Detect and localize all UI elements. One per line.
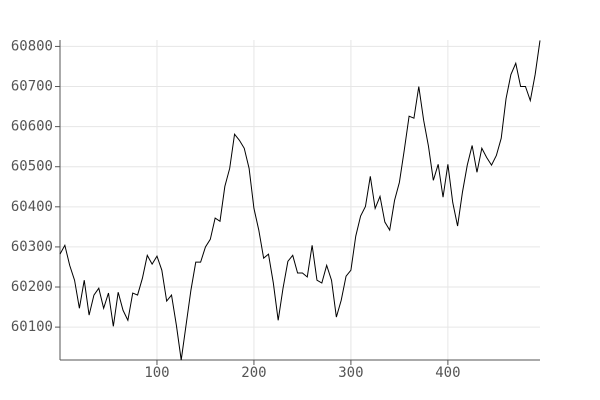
y-tick-label: 60800 xyxy=(11,38,53,54)
x-tick-label: 100 xyxy=(144,365,169,381)
y-tick-label: 60500 xyxy=(11,159,53,175)
line-series xyxy=(59,40,541,361)
x-tick-label: 300 xyxy=(338,365,363,381)
y-tick-label: 60400 xyxy=(11,199,53,215)
y-tick-label: 60600 xyxy=(11,119,53,135)
x-tick-label: 400 xyxy=(435,365,460,381)
y-tick-label: 60700 xyxy=(11,79,53,95)
x-tick-label: 200 xyxy=(241,365,266,381)
y-tick-label: 60300 xyxy=(11,239,53,255)
y-tick-label: 60100 xyxy=(11,319,53,335)
y-tick-label: 60200 xyxy=(11,279,53,295)
